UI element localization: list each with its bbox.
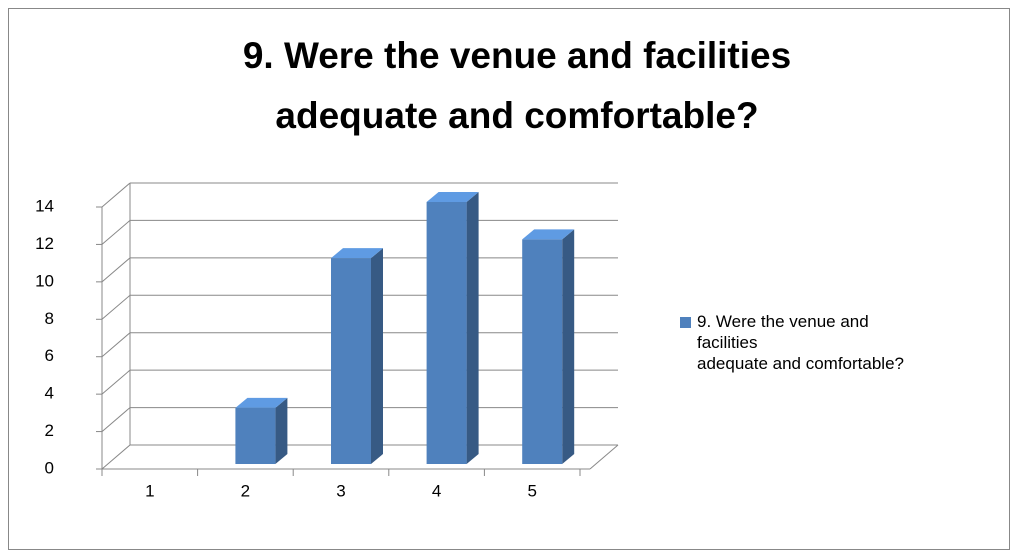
legend-swatch bbox=[680, 317, 691, 328]
bar-front bbox=[235, 407, 276, 464]
x-tick-label: 1 bbox=[145, 481, 154, 500]
bar-side bbox=[562, 229, 575, 464]
grid-line bbox=[101, 182, 131, 208]
bar-side bbox=[371, 248, 383, 464]
grid-line bbox=[101, 444, 131, 470]
x-tick-label: 4 bbox=[432, 481, 441, 500]
legend-label: 9. Were the venue and facilities adequate … bbox=[697, 312, 904, 373]
grid-line bbox=[101, 294, 131, 320]
bar-top bbox=[235, 397, 288, 408]
bar-front bbox=[331, 258, 371, 464]
y-tick-label: 12 bbox=[35, 234, 54, 253]
bar-front bbox=[522, 239, 563, 464]
y-tick-label: 0 bbox=[45, 458, 54, 477]
y-tick-label: 6 bbox=[45, 346, 54, 365]
grid-line bbox=[101, 407, 131, 432]
y-tick-label: 4 bbox=[45, 384, 54, 403]
bar bbox=[331, 248, 383, 464]
y-tick-label: 14 bbox=[35, 196, 54, 215]
grid-line bbox=[101, 220, 131, 245]
chart-title: 9. Were the venue and facilities adequate… bbox=[243, 35, 791, 136]
y-tick-label: 2 bbox=[45, 421, 54, 440]
bar-side bbox=[275, 397, 288, 464]
x-tick-label: 5 bbox=[527, 481, 536, 500]
chart-frame bbox=[8, 8, 1010, 550]
grid-line bbox=[101, 257, 131, 283]
x-tick-label: 2 bbox=[241, 481, 250, 500]
bar-top bbox=[426, 192, 479, 202]
grid-line bbox=[101, 369, 131, 395]
bar-front bbox=[426, 202, 467, 464]
bar-side bbox=[466, 192, 479, 464]
bar-top bbox=[331, 248, 383, 259]
bar bbox=[235, 397, 288, 464]
bar-top bbox=[522, 229, 575, 240]
y-tick-label: 8 bbox=[45, 309, 54, 328]
x-tick-label: 3 bbox=[336, 481, 345, 500]
bar bbox=[426, 192, 479, 464]
grid-line bbox=[101, 332, 131, 358]
bar bbox=[522, 229, 575, 464]
floor-edge bbox=[589, 444, 619, 470]
y-tick-label: 10 bbox=[35, 271, 54, 290]
